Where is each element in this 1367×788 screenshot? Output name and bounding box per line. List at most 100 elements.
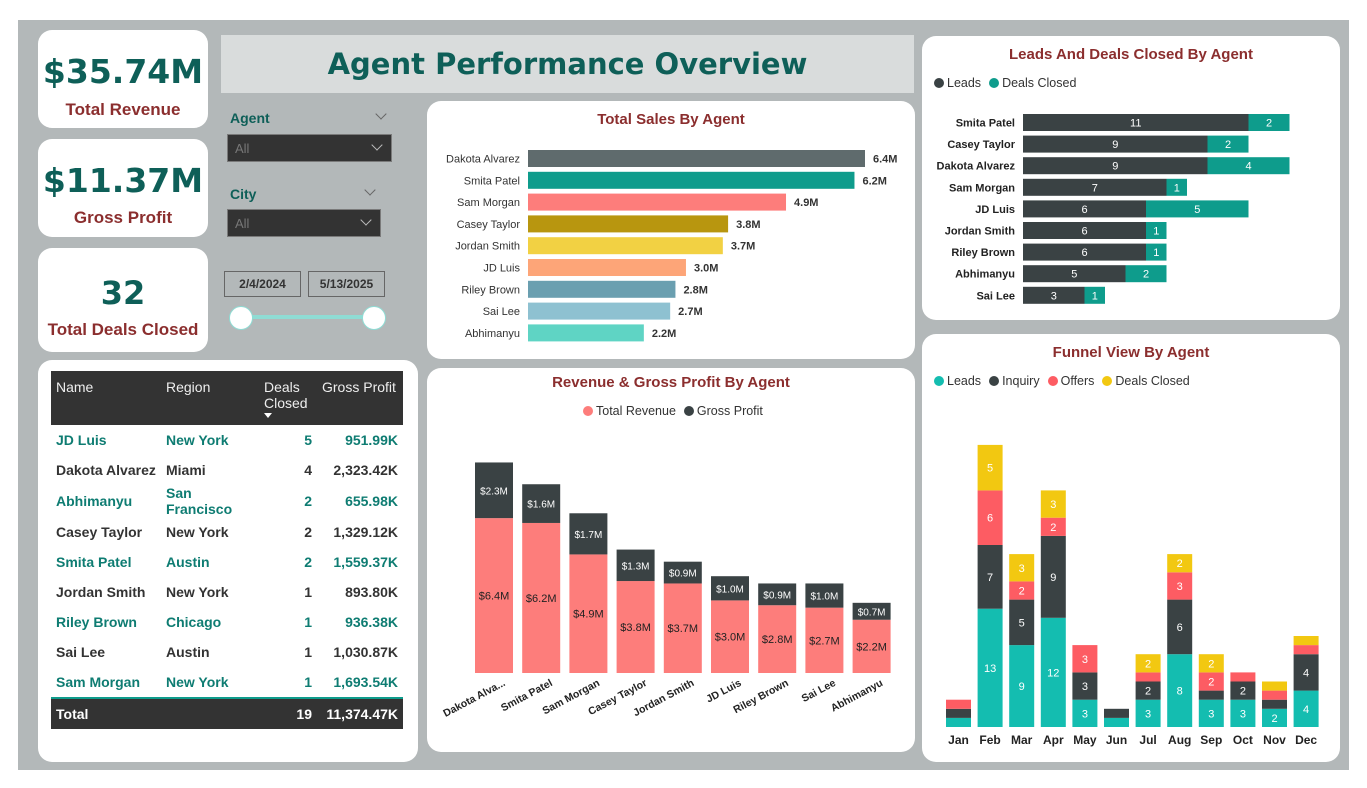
- sales-bar-abhimanyu[interactable]: [528, 324, 644, 342]
- sales-bar-sam-morgan[interactable]: [528, 193, 787, 211]
- funnel-bar-inquiry[interactable]: [1009, 599, 1035, 646]
- revenue-bar-total-revenue[interactable]: [852, 619, 891, 673]
- leads-bar-leads[interactable]: [1023, 114, 1249, 131]
- revenue-bar-gross-profit[interactable]: [852, 602, 891, 620]
- funnel-bar-leads[interactable]: [1135, 699, 1161, 727]
- funnel-bar-leads[interactable]: [977, 608, 1003, 727]
- date-slider-start-handle[interactable]: [229, 306, 253, 330]
- date-slider-end-handle[interactable]: [362, 306, 386, 330]
- funnel-bar-deals-closed[interactable]: [1198, 654, 1224, 673]
- funnel-bar-deals-closed[interactable]: [1009, 554, 1035, 582]
- sales-bar-sai-lee[interactable]: [528, 302, 671, 320]
- leads-bar-deals-closed[interactable]: [1207, 157, 1290, 175]
- revenue-bar-total-revenue[interactable]: [569, 554, 608, 673]
- funnel-bar-leads[interactable]: [1009, 645, 1035, 727]
- table-row[interactable]: Casey Taylor New York 2 1,329.12K: [51, 517, 403, 547]
- legend-item-leads[interactable]: Leads: [934, 374, 981, 388]
- funnel-bar-offers[interactable]: [1135, 672, 1161, 682]
- revenue-bar-gross-profit[interactable]: [522, 484, 561, 523]
- table-row[interactable]: Sam Morgan New York 1 1,693.54K: [51, 667, 403, 698]
- revenue-bar-total-revenue[interactable]: [758, 605, 797, 673]
- table-row[interactable]: Riley Brown Chicago 1 936.38K: [51, 607, 403, 637]
- leads-bar-leads[interactable]: [1023, 243, 1146, 261]
- legend-item-total-revenue[interactable]: Total Revenue: [583, 404, 676, 418]
- funnel-bar-deals-closed[interactable]: [1135, 654, 1161, 673]
- column-header-deals[interactable]: Deals Closed: [259, 371, 317, 425]
- leads-bar-leads[interactable]: [1023, 286, 1085, 304]
- funnel-bar-offers[interactable]: [1293, 645, 1319, 655]
- revenue-bar-gross-profit[interactable]: [569, 513, 608, 555]
- funnel-bar-inquiry[interactable]: [1135, 681, 1161, 700]
- table-total-row[interactable]: Total 19 11,374.47K: [51, 697, 403, 729]
- table-row[interactable]: Smita Patel Austin 2 1,559.37K: [51, 547, 403, 577]
- funnel-bar-inquiry[interactable]: [946, 708, 971, 718]
- legend-item-leads[interactable]: Leads: [934, 76, 981, 90]
- funnel-bar-deals-closed[interactable]: [1167, 554, 1193, 573]
- table-row[interactable]: JD Luis New York 5 951.99K: [51, 425, 403, 455]
- funnel-bar-inquiry[interactable]: [1040, 535, 1066, 618]
- funnel-bar-offers[interactable]: [1040, 517, 1066, 536]
- leads-bar-deals-closed[interactable]: [1166, 178, 1188, 196]
- end-date-input[interactable]: 5/13/2025: [308, 271, 385, 297]
- funnel-bar-leads[interactable]: [1167, 654, 1193, 727]
- sales-bar-jordan-smith[interactable]: [528, 237, 723, 255]
- funnel-bar-offers[interactable]: [1198, 672, 1224, 691]
- leads-bar-leads[interactable]: [1023, 265, 1126, 283]
- funnel-bar-leads[interactable]: [1293, 690, 1319, 727]
- legend-item-deals-closed[interactable]: Deals Closed: [989, 76, 1076, 90]
- revenue-bar-total-revenue[interactable]: [616, 581, 655, 673]
- revenue-bar-gross-profit[interactable]: [711, 576, 749, 601]
- start-date-input[interactable]: 2/4/2024: [224, 271, 301, 297]
- leads-bar-leads[interactable]: [1023, 157, 1208, 175]
- funnel-bar-inquiry[interactable]: [1104, 708, 1129, 718]
- funnel-bar-offers[interactable]: [977, 490, 1003, 545]
- date-slider-track[interactable]: [240, 315, 373, 319]
- leads-bar-leads[interactable]: [1023, 178, 1167, 196]
- column-header-name[interactable]: Name: [51, 371, 161, 425]
- funnel-bar-deals-closed[interactable]: [977, 444, 1003, 491]
- revenue-bar-gross-profit[interactable]: [805, 583, 844, 608]
- legend-item-inquiry[interactable]: Inquiry: [989, 374, 1040, 388]
- funnel-bar-deals-closed[interactable]: [1293, 636, 1319, 646]
- legend-item-gross-profit[interactable]: Gross Profit: [683, 404, 763, 418]
- leads-bar-deals-closed[interactable]: [1146, 243, 1167, 261]
- funnel-bar-offers[interactable]: [1072, 645, 1098, 673]
- revenue-bar-gross-profit[interactable]: [475, 462, 513, 519]
- funnel-bar-inquiry[interactable]: [1167, 599, 1193, 655]
- revenue-bar-total-revenue[interactable]: [475, 518, 513, 673]
- revenue-bar-total-revenue[interactable]: [663, 583, 702, 673]
- funnel-bar-offers[interactable]: [1230, 672, 1256, 682]
- leads-bar-deals-closed[interactable]: [1248, 114, 1290, 131]
- sales-bar-casey-taylor[interactable]: [528, 215, 729, 233]
- table-row[interactable]: Abhimanyu San Francisco 2 655.98K: [51, 485, 403, 517]
- funnel-bar-leads[interactable]: [1262, 708, 1287, 727]
- legend-item-offers[interactable]: Offers: [1047, 374, 1094, 388]
- leads-bar-leads[interactable]: [1023, 135, 1208, 153]
- funnel-bar-inquiry[interactable]: [1198, 690, 1224, 700]
- funnel-bar-leads[interactable]: [1072, 699, 1098, 727]
- funnel-bar-deals-closed[interactable]: [1040, 490, 1066, 518]
- revenue-bar-total-revenue[interactable]: [805, 607, 844, 673]
- leads-bar-deals-closed[interactable]: [1146, 222, 1167, 239]
- leads-bar-deals-closed[interactable]: [1207, 135, 1249, 153]
- funnel-bar-offers[interactable]: [1262, 690, 1287, 700]
- funnel-bar-inquiry[interactable]: [1262, 699, 1287, 709]
- leads-bar-deals-closed[interactable]: [1084, 286, 1106, 304]
- sales-bar-jd-luis[interactable]: [528, 259, 686, 276]
- leads-bar-leads[interactable]: [1023, 222, 1146, 239]
- funnel-bar-inquiry[interactable]: [977, 545, 1003, 609]
- revenue-bar-total-revenue[interactable]: [711, 600, 749, 673]
- table-row[interactable]: Jordan Smith New York 1 893.80K: [51, 577, 403, 607]
- column-header-region[interactable]: Region: [161, 371, 259, 425]
- leads-bar-deals-closed[interactable]: [1146, 200, 1249, 218]
- agent-dropdown[interactable]: All: [227, 134, 392, 162]
- funnel-bar-offers[interactable]: [1167, 572, 1193, 600]
- revenue-bar-total-revenue[interactable]: [522, 522, 561, 673]
- funnel-bar-leads[interactable]: [1198, 699, 1224, 727]
- revenue-bar-gross-profit[interactable]: [758, 583, 797, 606]
- leads-bar-deals-closed[interactable]: [1125, 265, 1167, 283]
- revenue-bar-gross-profit[interactable]: [663, 561, 702, 584]
- funnel-bar-offers[interactable]: [1009, 581, 1035, 600]
- table-row[interactable]: Sai Lee Austin 1 1,030.87K: [51, 637, 403, 667]
- sales-bar-dakota-alvarez[interactable]: [528, 150, 865, 167]
